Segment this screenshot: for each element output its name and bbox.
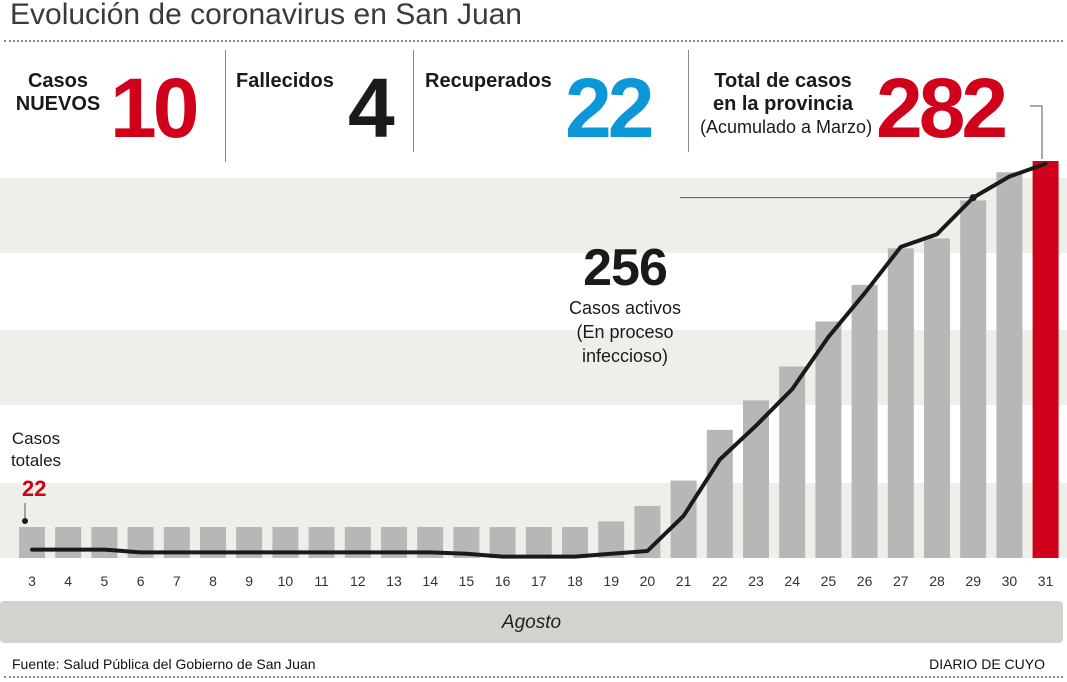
recovered-label: Recuperados	[425, 70, 552, 92]
total-cases-start-marker	[22, 518, 28, 524]
bar	[525, 527, 552, 558]
cases-chart: 3 4 5 6 7 8 9 10 11 12 13 14 15 16 17 18 19 20 21 22 23 24 25 2…	[0, 105, 1067, 589]
x-tick-label: 28	[929, 573, 945, 589]
total-cases-annotation: Casos totales	[10, 429, 62, 470]
x-tick-label: 22	[712, 573, 728, 589]
x-tick-label: 14	[422, 573, 438, 589]
x-tick-label: 9	[245, 573, 253, 589]
bar	[924, 238, 950, 558]
publisher-brand: DIARIO DE CUYO	[929, 656, 1045, 672]
bar	[562, 527, 588, 558]
bar	[779, 366, 806, 558]
x-tick-label: 7	[173, 573, 181, 589]
x-tick-label: 30	[1002, 573, 1018, 589]
x-tick-label: 18	[567, 573, 583, 589]
total-cases-start-value: 22	[22, 476, 47, 501]
x-tick-label: 3	[28, 573, 36, 589]
background-band	[0, 178, 1067, 253]
x-tick-label: 31	[1038, 573, 1054, 589]
x-tick-label: 16	[495, 573, 511, 589]
x-tick-label: 25	[821, 573, 837, 589]
x-tick-label: 20	[640, 573, 656, 589]
stat-divider	[688, 50, 689, 152]
total-cases-leader	[1030, 105, 1043, 159]
x-tick-label: 24	[784, 573, 800, 589]
bar	[887, 248, 914, 558]
month-label: Agosto	[501, 612, 562, 633]
bar	[670, 480, 697, 558]
x-tick-label: 12	[350, 573, 366, 589]
x-tick-label: 11	[314, 573, 329, 589]
month-band	[0, 601, 1063, 643]
x-tick-label: 10	[278, 573, 294, 589]
active-cases-note: (En proceso	[576, 322, 674, 342]
x-tick-label: 4	[64, 573, 72, 589]
stat-divider	[413, 50, 414, 152]
bottom-dotted-rule	[4, 676, 1063, 678]
bar	[815, 321, 842, 558]
top-dotted-rule	[4, 40, 1063, 42]
deaths-value: 4	[348, 61, 395, 155]
active-cases-line	[30, 161, 1048, 559]
bar	[489, 527, 516, 558]
bar	[960, 200, 987, 558]
new-cases-label: Casos NUEVOS	[15, 70, 101, 115]
total-cases-label: Total de casos en la provincia (Acumulad…	[700, 70, 873, 137]
total-cases-value: 282	[876, 61, 1008, 155]
x-tick-label: 13	[386, 573, 402, 589]
x-tick-label: 23	[748, 573, 764, 589]
active-cases-label: Casos activos	[568, 298, 682, 318]
x-tick-label: 29	[965, 573, 981, 589]
bar	[55, 527, 82, 558]
bar	[91, 527, 118, 558]
x-tick-label: 15	[459, 573, 475, 589]
x-tick-label: 19	[603, 573, 619, 589]
active-cases-annotation: 256 Casos activos (En proceso infeccioso…	[560, 240, 690, 368]
source-note: Fuente: Salud Pública del Gobierno de Sa…	[12, 656, 316, 672]
x-tick-label: 6	[137, 573, 145, 589]
deaths-label: Fallecidos	[236, 70, 334, 92]
chart-title: Evolución de coronavirus en San Juan	[10, 0, 522, 31]
x-tick-label: 17	[531, 573, 547, 589]
x-tick-label: 8	[209, 573, 217, 589]
active-cases-value: 256	[583, 239, 668, 297]
active-cases-note: infeccioso)	[581, 346, 669, 366]
active-cases-marker	[969, 194, 977, 202]
new-cases-value: 10	[110, 61, 199, 155]
x-tick-label: 26	[857, 573, 873, 589]
bar	[1032, 161, 1059, 558]
stat-divider	[225, 50, 226, 162]
bar	[996, 172, 1023, 559]
x-tick-label: 21	[676, 573, 692, 589]
bar	[851, 284, 878, 558]
recovered-value: 22	[565, 61, 654, 155]
x-tick-label: 5	[101, 573, 109, 589]
bar	[19, 527, 45, 558]
x-tick-label: 27	[893, 573, 909, 589]
